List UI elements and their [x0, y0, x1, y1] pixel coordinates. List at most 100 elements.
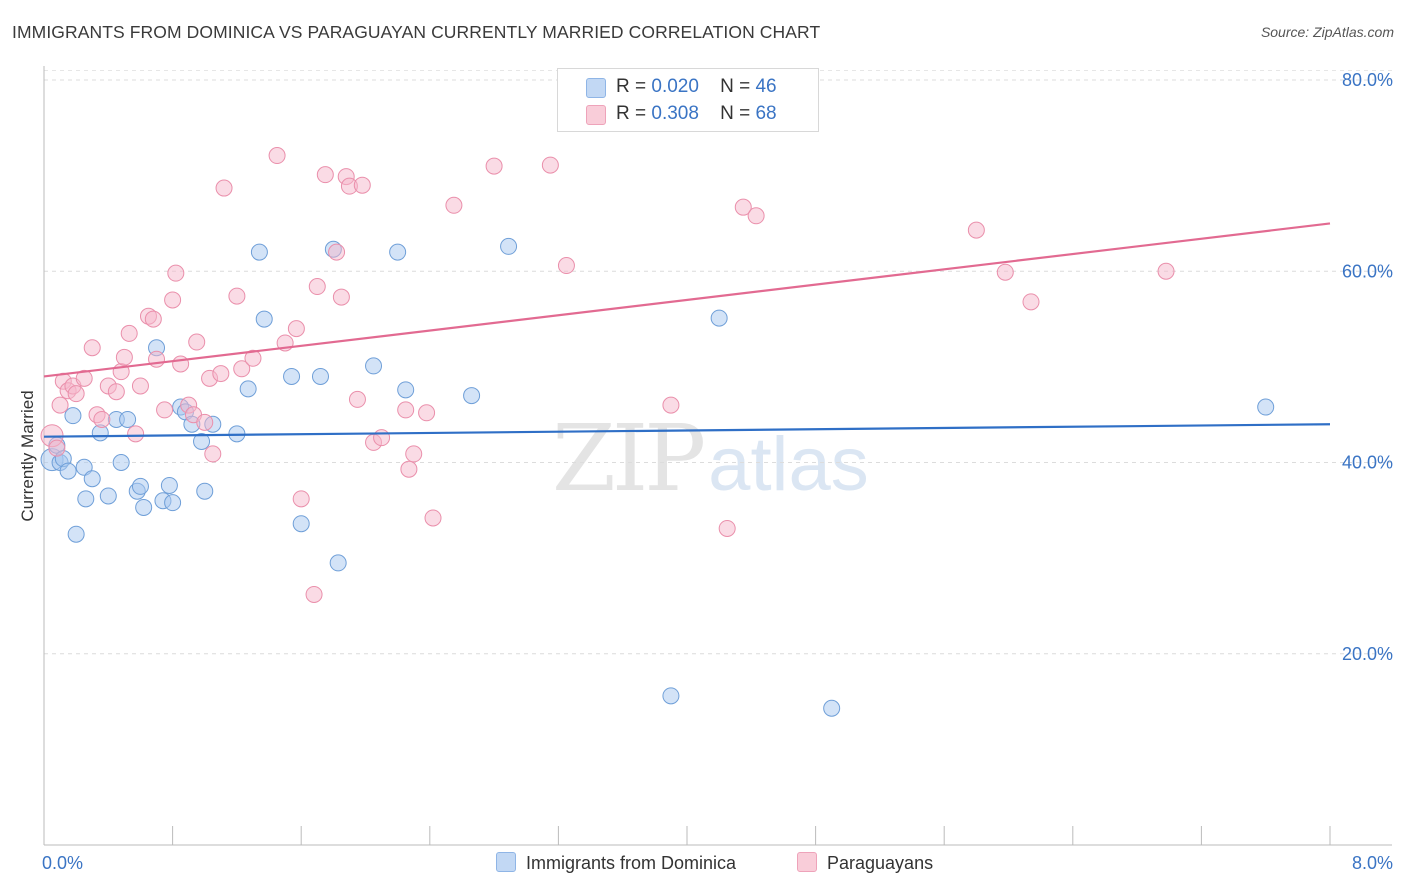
legend-n-label: N =: [720, 103, 751, 124]
dominica-point: [77, 490, 95, 508]
y-tick-label: 80.0%: [1342, 70, 1393, 90]
legend-n-label: N =: [720, 76, 751, 97]
legend-swatch-dominica: [586, 78, 606, 98]
dominica-point: [500, 237, 518, 255]
dominica-point: [1257, 398, 1275, 416]
paraguayan-point: [196, 413, 214, 431]
paraguayan-point: [292, 490, 310, 508]
bottom-legend-dominica: Immigrants from Dominica: [496, 852, 736, 874]
dominica-point: [67, 525, 85, 543]
paraguayan-point: [204, 445, 222, 463]
bottom-legend-swatch-dominica: [496, 852, 516, 872]
paraguayan-point: [75, 369, 93, 387]
paraguayan-point: [967, 221, 985, 239]
dominica-point: [389, 243, 407, 261]
x-tick-label: 0.0%: [42, 853, 83, 873]
dominica-point: [83, 470, 101, 488]
paraguayan-point: [48, 439, 66, 457]
x-tick-label: 8.0%: [1352, 853, 1393, 873]
paraguayan-point: [557, 257, 575, 275]
watermark-zip: ZIP: [552, 405, 706, 512]
legend-r-value: 0.308: [651, 103, 699, 124]
paraguayan-point: [445, 196, 463, 214]
paraguayan-point: [332, 288, 350, 306]
dominica-point: [59, 462, 77, 480]
bottom-legend-label-paraguayans: Paraguayans: [827, 853, 934, 873]
dominica-point: [164, 494, 182, 512]
paraguayan-point: [287, 320, 305, 338]
paraguayan-point: [107, 383, 125, 401]
trend-line-dominica: [43, 423, 1331, 438]
bottom-legend-paraguayans: Paraguayans: [797, 852, 933, 874]
paraguayan-point: [83, 339, 101, 357]
legend-r-label: R =: [616, 76, 647, 97]
bottom-legend-label-dominica: Immigrants from Dominica: [526, 853, 737, 873]
paraguayan-point: [308, 278, 326, 296]
y-axis-label: Currently Married: [18, 390, 37, 522]
legend-stats-paraguayans: R = 0.308 N = 68: [616, 103, 777, 125]
paraguayan-point: [316, 166, 334, 184]
y-tick-label: 40.0%: [1342, 453, 1393, 473]
dominica-point: [160, 476, 178, 494]
dominica-point: [193, 432, 211, 450]
paraguayan-point: [1022, 293, 1040, 311]
paraguayan-point: [348, 390, 366, 408]
dominica-point: [196, 482, 214, 500]
dominica-point: [329, 554, 347, 572]
paraguayan-point: [541, 156, 559, 174]
paraguayan-point: [305, 585, 323, 603]
paraguayan-point: [212, 365, 230, 383]
dominica-point: [239, 380, 257, 398]
paraguayan-point: [115, 348, 133, 366]
legend-r-value: 0.020: [651, 76, 699, 97]
paraguayan-point: [93, 410, 111, 428]
legend-r-label: R =: [616, 103, 647, 124]
paraguayan-point: [424, 509, 442, 527]
source-label: Source: ZipAtlas.com: [1260, 24, 1394, 40]
dominica-point: [823, 699, 841, 717]
y-tick-label: 60.0%: [1342, 261, 1393, 281]
dominica-point: [662, 687, 680, 705]
paraguayan-point: [164, 291, 182, 309]
paraguayan-point: [400, 460, 418, 478]
paraguayan-point: [373, 429, 391, 447]
dominica-point: [131, 477, 149, 495]
paraguayan-point: [418, 404, 436, 422]
paraguayan-point: [662, 396, 680, 414]
watermark: ZIPatlas: [552, 405, 869, 512]
legend-stats-dominica: R = 0.020 N = 46: [616, 76, 777, 98]
paraguayan-point: [167, 264, 185, 282]
correlation-legend: R = 0.020 N = 46 R = 0.308 N = 68: [557, 68, 819, 132]
paraguayan-point: [996, 263, 1014, 281]
dominica-point: [283, 367, 301, 385]
legend-swatch-paraguayans: [586, 105, 606, 125]
legend-n-value: 68: [755, 103, 777, 124]
watermark-atlas: atlas: [708, 422, 869, 507]
legend-n-value: 46: [755, 76, 777, 97]
paraguayan-point: [144, 310, 162, 328]
chart-title: IMMIGRANTS FROM DOMINICA VS PARAGUAYAN C…: [12, 22, 821, 42]
paraguayan-point: [328, 243, 346, 261]
trend-line-paraguayans: [43, 222, 1331, 378]
paraguayan-point: [215, 179, 233, 197]
dominica-point: [292, 515, 310, 533]
paraguayan-point: [156, 401, 174, 419]
paraguayan-point: [120, 324, 138, 342]
dominica-point: [710, 309, 728, 327]
paraguayan-point: [405, 445, 423, 463]
paraguayan-point: [397, 401, 415, 419]
paraguayan-point: [268, 147, 286, 165]
series-dominica: [40, 237, 1275, 717]
paraguayan-point: [148, 350, 166, 368]
bottom-legend-swatch-paraguayans: [797, 852, 817, 872]
paraguayan-point: [244, 349, 262, 367]
paraguayan-point: [188, 333, 206, 351]
dominica-point: [99, 487, 117, 505]
paraguayan-point: [172, 355, 190, 373]
paraguayan-point: [228, 287, 246, 305]
paraguayan-point: [747, 207, 765, 225]
paraguayan-point: [734, 198, 752, 216]
paraguayan-point: [233, 360, 251, 378]
paraguayan-point: [67, 385, 85, 403]
